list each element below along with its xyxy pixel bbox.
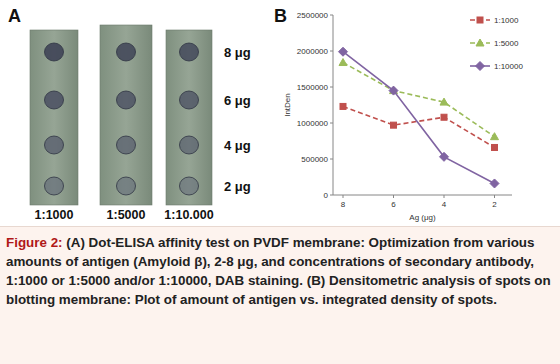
dot-spot (45, 91, 64, 109)
dot-spot (45, 136, 64, 154)
dot-spot (117, 177, 136, 195)
y-tick (330, 15, 333, 16)
x-tick (494, 195, 495, 198)
x-axis-label: Ag (μg) (409, 213, 436, 222)
amount-label: 4 μg (224, 138, 251, 153)
marker (440, 152, 449, 161)
y-tick-label: 2000000 (297, 47, 329, 56)
y-axis-label: IntDen (283, 93, 292, 117)
x-tick (393, 195, 394, 198)
membrane-strip (100, 25, 152, 205)
x-tick-label: 4 (442, 200, 447, 209)
panel-label: A (8, 6, 21, 26)
marker (339, 47, 348, 56)
membrane-strip (166, 30, 212, 205)
marker (492, 144, 498, 150)
dot-spot (117, 136, 136, 154)
marker (339, 59, 347, 66)
caption: Figure 2: (A) Dot-ELISA affinity test on… (0, 226, 560, 364)
dilution-label: 1:10.000 (164, 208, 213, 222)
caption-text: (A) Dot-ELISA affinity test on PVDF memb… (6, 235, 551, 307)
y-tick-label: 0 (324, 191, 329, 200)
legend-marker (476, 39, 484, 46)
membrane-strip (30, 30, 78, 205)
dot-spot (180, 136, 199, 154)
panel-label: B (274, 6, 287, 26)
y-tick (330, 51, 333, 52)
marker (491, 133, 499, 140)
x-tick-label: 6 (391, 200, 396, 209)
marker (389, 86, 398, 95)
dot-spot (45, 43, 64, 61)
y-tick (330, 195, 333, 196)
x-axis (333, 195, 512, 196)
y-tick-label: 2500000 (297, 11, 329, 20)
amount-label: 8 μg (224, 45, 251, 60)
x-tick-label: 8 (341, 200, 346, 209)
dot-spot (117, 43, 136, 61)
series-line (343, 52, 495, 184)
x-tick (343, 195, 344, 198)
marker (340, 103, 346, 109)
dot-spot (117, 91, 136, 109)
dilution-label: 1:1000 (35, 208, 74, 222)
series-line (343, 106, 495, 147)
legend-marker (476, 62, 485, 71)
y-tick (330, 123, 333, 124)
y-axis (333, 15, 334, 195)
dot-spot (45, 177, 64, 195)
amount-label: 6 μg (224, 93, 251, 108)
marker (441, 114, 447, 120)
legend-label: 1:1000 (494, 16, 519, 25)
y-tick (330, 159, 333, 160)
y-tick-label: 1500000 (297, 83, 329, 92)
x-tick-label: 2 (492, 200, 497, 209)
y-tick-label: 1000000 (297, 119, 329, 128)
legend-label: 1:10000 (494, 62, 523, 71)
legend-marker (477, 17, 483, 23)
dot-spot (180, 43, 199, 61)
y-tick-label: 500000 (301, 155, 328, 164)
y-tick (330, 87, 333, 88)
caption-label: Figure 2: (6, 235, 63, 250)
plot-area (339, 47, 500, 188)
dilution-label: 1:5000 (107, 208, 146, 222)
marker (440, 98, 448, 105)
dot-spot (180, 177, 199, 195)
dot-spot (180, 91, 199, 109)
x-tick (444, 195, 445, 198)
series-line (343, 63, 495, 137)
marker (490, 179, 499, 188)
amount-label: 2 μg (224, 179, 251, 194)
marker (391, 122, 397, 128)
legend-label: 1:5000 (494, 39, 519, 48)
